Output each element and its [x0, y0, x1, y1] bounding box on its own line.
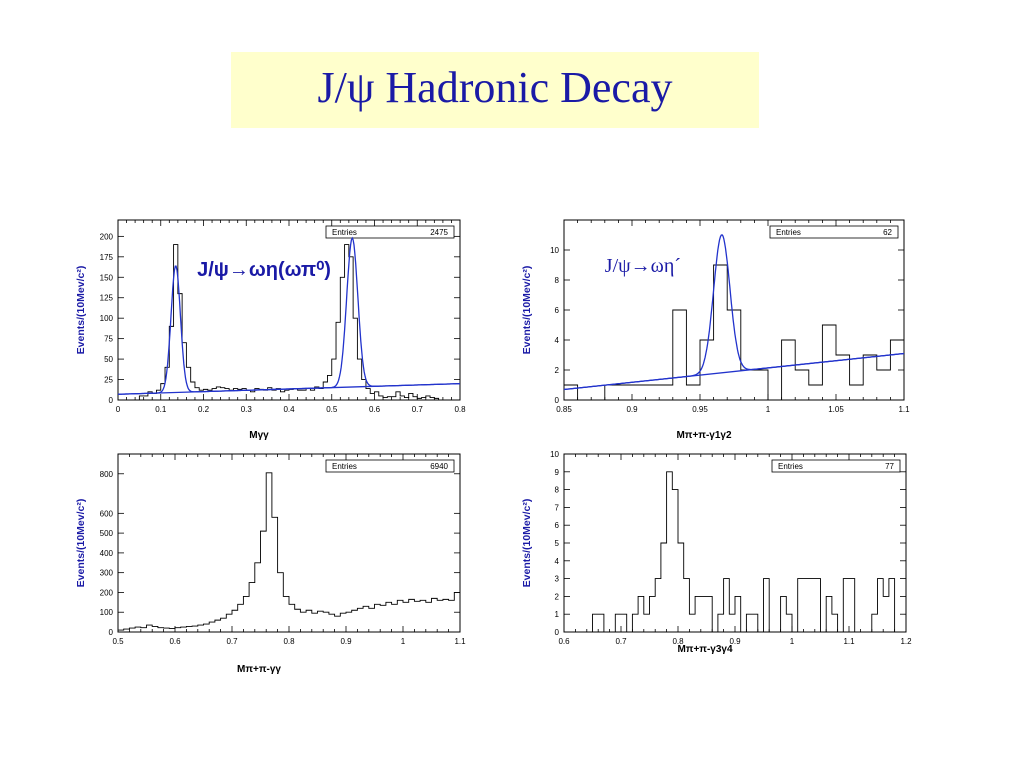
- x-tick-label: 1.1: [898, 405, 910, 414]
- chart-panel-mgg: 0 0.1 0.2 0.3 0.4 0.5 0.6 0.7 0.8 0 25 50 75 100 125 15…: [75, 219, 466, 441]
- y-tick-label: 4: [555, 336, 560, 345]
- stats-entries-label: Entries: [332, 228, 357, 237]
- stats-entries-label: Entries: [332, 462, 357, 471]
- x-tick-label: 0.9: [340, 637, 352, 646]
- x-tick-label: 1.1: [454, 637, 466, 646]
- stats-box: [769, 225, 899, 239]
- x-tick-label: 0.9: [626, 405, 638, 414]
- y-tick-label: 6: [555, 306, 560, 315]
- x-tick-label: 0.6: [369, 405, 381, 414]
- y-tick-label: 0: [555, 628, 560, 637]
- x-tick-label: 0.8: [672, 637, 684, 646]
- y-tick-label: 8: [555, 276, 560, 285]
- x-tick-label: 0.95: [692, 405, 708, 414]
- x-tick-label: 0.6: [558, 637, 570, 646]
- y-tick-label: 9: [555, 468, 560, 477]
- x-tick-label: 0.9: [729, 637, 741, 646]
- x-axis-label: Mπ+π-γ3γ4: [677, 644, 732, 655]
- histogram-series: [117, 472, 461, 632]
- y-tick-label: 500: [100, 529, 114, 538]
- page-title: J/ψ Hadronic Decay: [317, 63, 673, 112]
- x-tick-label: 0.7: [615, 637, 627, 646]
- x-tick-label: 0: [116, 405, 121, 414]
- x-tick-label: 1.1: [843, 637, 855, 646]
- x-tick-label: 1.2: [900, 637, 912, 646]
- y-tick-label: 50: [104, 355, 113, 364]
- y-tick-label: 200: [100, 588, 114, 597]
- y-tick-label: 75: [104, 335, 113, 344]
- y-tick-label: 100: [100, 608, 114, 617]
- chart-panel-omega-2: 0.6 0.7 0.8 0.9 1 1.1 1.2 0 1 2 3 4 5 6 7 8 9 10 Events/(1…: [521, 450, 912, 655]
- histogram-series: [592, 471, 896, 633]
- x-tick-label: 0.8: [454, 405, 466, 414]
- y-tick-label: 5: [555, 539, 560, 548]
- y-axis-label: Events/(10Mev/c²): [75, 266, 87, 355]
- stats-entries-value: 2475: [430, 228, 448, 237]
- y-tick-label: 0: [555, 396, 560, 405]
- plot-frame: [117, 453, 461, 633]
- y-tick-label: 10: [550, 246, 559, 255]
- stats-entries-label: Entries: [778, 462, 803, 471]
- y-tick-label: 7: [555, 503, 560, 512]
- chart-panel-omega: 0.5 0.6 0.7 0.8 0.9 1 1.1 0 100 200 300 400 500 600 80…: [75, 453, 466, 675]
- y-tick-label: 25: [104, 376, 113, 385]
- background-fit-line: [117, 382, 461, 395]
- x-tick-label: 0.5: [326, 405, 338, 414]
- y-tick-label: 2: [555, 592, 560, 601]
- y-tick-label: 2: [555, 366, 560, 375]
- stats-entries-value: 6940: [430, 462, 448, 471]
- x-axis-label: Mπ+π-γ1γ2: [676, 430, 731, 441]
- background-fit-line: [563, 352, 905, 391]
- y-axis-label: Events/(10Mev/c²): [521, 266, 533, 355]
- x-tick-label: 1: [766, 405, 771, 414]
- histogram-series: [563, 264, 905, 401]
- stats-box: [771, 459, 901, 473]
- x-tick-label: 0.2: [198, 405, 210, 414]
- y-tick-label: 0: [109, 396, 114, 405]
- x-tick-label: 0.7: [226, 637, 238, 646]
- plot-frame: [117, 219, 461, 401]
- y-tick-label: 3: [555, 575, 560, 584]
- title-box: J/ψ Hadronic Decay: [231, 52, 759, 128]
- stats-box: [325, 459, 455, 473]
- y-tick-label: 600: [100, 509, 114, 518]
- x-tick-label: 0.4: [283, 405, 295, 414]
- x-tick-label: 0.85: [556, 405, 572, 414]
- x-tick-label: 0.3: [241, 405, 253, 414]
- x-tick-label: 1.05: [828, 405, 844, 414]
- x-tick-label: 0.1: [155, 405, 167, 414]
- chart-annotation: J/ψ→ωη´: [605, 255, 681, 277]
- x-tick-label: 0.7: [412, 405, 424, 414]
- y-axis-label: Events/(10Mev/c²): [75, 499, 87, 588]
- x-axis-label: Mγγ: [249, 430, 269, 441]
- x-tick-label: 0.8: [283, 637, 295, 646]
- x-axis-label: Mπ+π-γγ: [237, 664, 281, 675]
- y-tick-label: 800: [100, 470, 114, 479]
- y-tick-label: 1: [555, 610, 560, 619]
- stats-entries-value: 77: [885, 462, 894, 471]
- y-axis-label: Events/(10Mev/c²): [521, 499, 533, 588]
- x-tick-label: 1: [790, 637, 795, 646]
- x-tick-label: 1: [401, 637, 406, 646]
- stats-box: [325, 225, 455, 239]
- y-tick-label: 6: [555, 521, 560, 530]
- y-tick-label: 200: [100, 232, 114, 241]
- histogram-series: [138, 244, 440, 400]
- y-tick-label: 150: [100, 273, 114, 282]
- y-tick-label: 4: [555, 557, 560, 566]
- chart-panel-omega-etaprime: 0.85 0.9 0.95 1 1.05 1.1 0 2 4 6 8 10 Events/(10Mev/…: [521, 219, 910, 441]
- y-tick-label: 175: [100, 253, 114, 262]
- y-tick-label: 10: [550, 450, 559, 459]
- y-tick-label: 400: [100, 549, 114, 558]
- stats-entries-label: Entries: [776, 228, 801, 237]
- y-tick-label: 300: [100, 569, 114, 578]
- y-tick-label: 125: [100, 294, 114, 303]
- y-tick-label: 100: [100, 314, 114, 323]
- stats-entries-value: 62: [883, 228, 892, 237]
- x-tick-label: 0.5: [112, 637, 124, 646]
- chart-annotation: J/ψ→ωη(ωπ⁰): [197, 259, 331, 281]
- y-tick-label: 8: [555, 486, 560, 495]
- x-tick-label: 0.6: [169, 637, 181, 646]
- y-tick-label: 0: [109, 628, 114, 637]
